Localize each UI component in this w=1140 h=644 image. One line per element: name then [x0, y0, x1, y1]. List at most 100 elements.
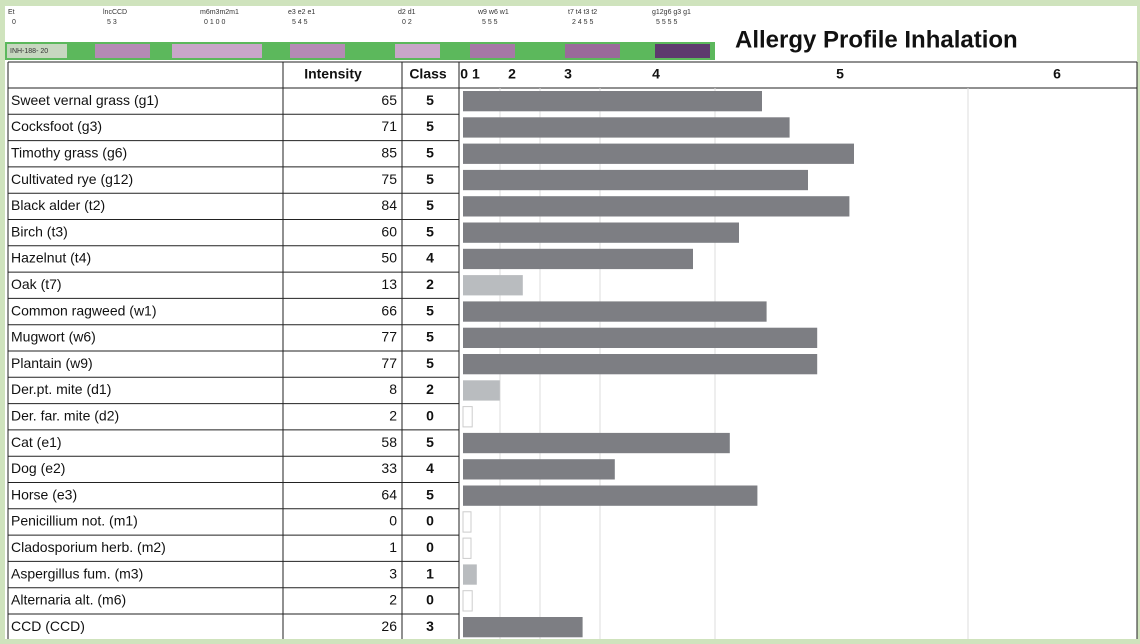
allergen-name: Cladosporium herb. (m2)	[11, 539, 166, 555]
class: 5	[426, 355, 434, 371]
allergen-name: Oak (t7)	[11, 276, 62, 292]
strip-label: m6m3m2m1	[200, 9, 239, 16]
sheet	[5, 6, 1137, 639]
strip-classes: 5 5 5	[482, 19, 498, 26]
allergen-name: Der.pt. mite (d1)	[11, 381, 111, 397]
allergen-name: Cultivated rye (g12)	[11, 171, 133, 187]
strip-block	[470, 44, 515, 58]
class-scale-label: 5	[836, 66, 844, 82]
strip-label: d2 d1	[398, 9, 416, 16]
strip-block	[565, 44, 620, 58]
class: 0	[426, 513, 434, 529]
intensity-bar	[463, 301, 767, 322]
strip-label-box	[7, 44, 67, 58]
intensity: 71	[381, 118, 397, 134]
class: 5	[426, 197, 434, 213]
title: Allergy Profile Inhalation	[735, 26, 1018, 53]
class: 1	[426, 565, 434, 581]
strip-block	[395, 44, 440, 58]
strip-blocks	[7, 44, 710, 58]
allergen-name: Sweet vernal grass (g1)	[11, 92, 159, 108]
strip-label: t7 t4 t3 t2	[568, 9, 597, 16]
intensity: 60	[381, 223, 397, 239]
strip-label: e3 e2 e1	[288, 9, 315, 16]
allergen-name: Common ragweed (w1)	[11, 302, 157, 318]
class-scale-label: 6	[1053, 66, 1061, 82]
intensity-bar	[463, 354, 818, 375]
class: 2	[426, 381, 434, 397]
intensity: 26	[381, 618, 397, 634]
intensity-bar	[463, 248, 693, 270]
allergen-name: Black alder (t2)	[11, 197, 105, 213]
intensity-bar	[463, 117, 790, 138]
intensity-bar	[463, 459, 615, 480]
allergen-name: Cat (e1)	[11, 434, 62, 450]
class: 4	[426, 460, 434, 476]
class: 5	[426, 486, 434, 502]
strip-label: Et	[8, 9, 15, 16]
intensity: 64	[381, 486, 397, 502]
strip-classes: 0 1 0 0	[204, 19, 226, 26]
intensity-bar	[462, 406, 473, 428]
strip-label: g12g6 g3 g1	[652, 9, 691, 16]
allergen-name: Penicillium not. (m1)	[11, 513, 138, 529]
strip-classes: 0 2	[402, 19, 412, 26]
strip-block	[172, 44, 262, 58]
intensity: 0	[389, 513, 397, 529]
allergen-name: Birch (t3)	[11, 223, 68, 239]
class-scale-label: 0 1	[460, 66, 480, 82]
class: 3	[426, 618, 434, 634]
intensity: 85	[381, 144, 397, 160]
class: 0	[426, 539, 434, 555]
class: 5	[426, 144, 434, 160]
allergen-name: CCD (CCD)	[11, 618, 85, 634]
intensity-bar	[463, 275, 523, 296]
allergen-name: Dog (e2)	[11, 460, 65, 476]
strip-block	[290, 44, 345, 58]
allergen-name: Alternaria alt. (m6)	[11, 592, 126, 608]
intensity: 58	[381, 434, 397, 450]
intensity-bar	[463, 143, 854, 164]
class: 2	[426, 276, 434, 292]
strip-label: lncCCD	[103, 9, 127, 16]
col-header: Intensity	[304, 66, 362, 82]
intensity: 50	[381, 250, 397, 266]
intensity: 2	[389, 407, 397, 423]
allergen-name: Aspergillus fum. (m3)	[11, 565, 143, 581]
intensity: 66	[381, 302, 397, 318]
strip-classes: 0	[12, 19, 16, 26]
intensity: 77	[381, 355, 397, 371]
intensity-bar	[463, 222, 739, 243]
allergen-name: Hazelnut (t4)	[11, 250, 91, 266]
class-scale-label: 3	[564, 66, 572, 82]
strip-classes: 5 4 5	[292, 19, 308, 26]
intensity: 2	[389, 592, 397, 608]
intensity-bar	[463, 196, 850, 217]
class: 5	[426, 329, 434, 345]
intensity: 65	[381, 92, 397, 108]
strip-label: w9 w6 w1	[477, 9, 509, 16]
class: 5	[426, 118, 434, 134]
class: 0	[426, 407, 434, 423]
intensity-bar	[463, 327, 818, 348]
intensity: 84	[381, 197, 397, 213]
class-scale-label: 2	[508, 66, 516, 82]
allergen-name: Plantain (w9)	[11, 355, 93, 371]
intensity-bar	[462, 511, 472, 533]
intensity-bar	[463, 485, 758, 506]
strip-block	[655, 44, 710, 58]
class: 5	[426, 302, 434, 318]
intensity-bar	[463, 432, 730, 454]
intensity: 3	[389, 565, 397, 581]
intensity-bar	[463, 564, 477, 585]
class: 5	[426, 223, 434, 239]
intensity: 33	[381, 460, 397, 476]
intensity: 75	[381, 171, 397, 187]
allergen-name: Mugwort (w6)	[11, 329, 96, 345]
allergen-name: Der. far. mite (d2)	[11, 407, 119, 423]
intensity-bar	[463, 617, 583, 638]
class: 0	[426, 592, 434, 608]
class: 5	[426, 92, 434, 108]
